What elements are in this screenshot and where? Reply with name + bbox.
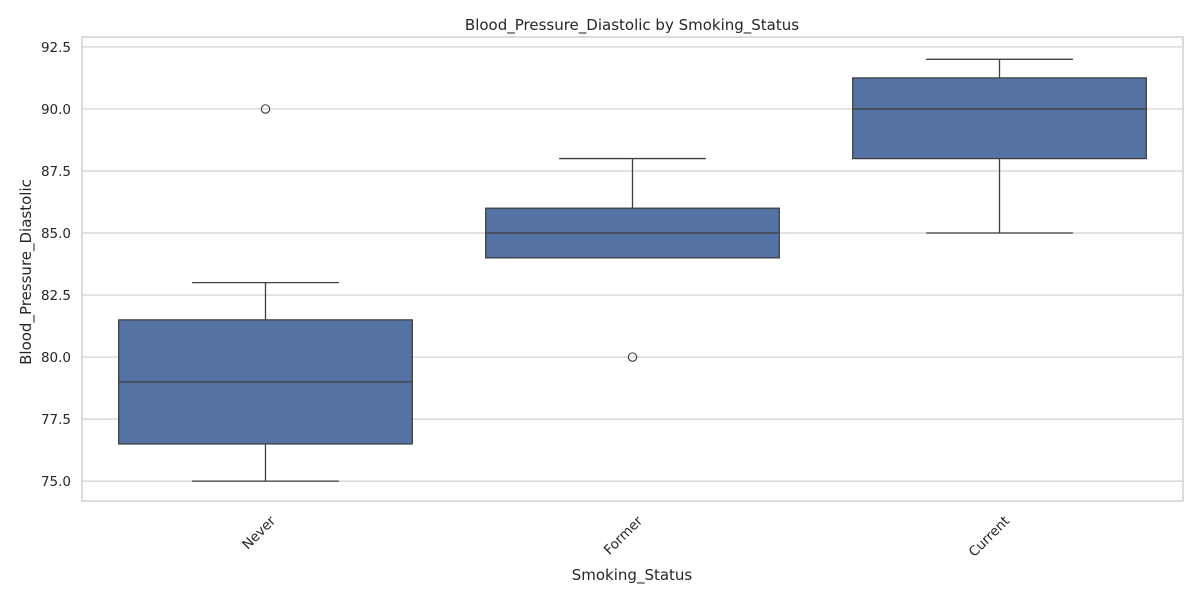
chart-title: Blood_Pressure_Diastolic by Smoking_Stat…	[465, 16, 799, 35]
x-tick-labels: Never Former Current	[239, 513, 1013, 560]
y-tick-label: 75.0	[41, 474, 71, 490]
y-tick-label: 77.5	[41, 412, 71, 428]
y-tick-label: 87.5	[41, 164, 71, 180]
outlier-point	[260, 104, 271, 114]
y-tick-label: 85.0	[41, 226, 71, 242]
x-axis-label: Smoking_Status	[572, 566, 693, 585]
y-tick-labels: 75.0 77.5 80.0 82.5 85.0 87.5 90.0 92.5	[41, 40, 71, 490]
outlier-point	[627, 352, 638, 362]
y-axis-label: Blood_Pressure_Diastolic	[17, 179, 36, 365]
box-group-current	[852, 58, 1147, 234]
y-tick-label: 80.0	[41, 350, 71, 366]
x-tick-label-never: Never	[239, 513, 279, 553]
x-tick-label-current: Current	[966, 513, 1013, 560]
y-tick-label: 90.0	[41, 102, 71, 118]
box-layer	[118, 58, 1147, 482]
y-tick-label: 92.5	[41, 40, 71, 56]
x-tick-label-former: Former	[601, 513, 646, 558]
box-group-never	[118, 104, 413, 482]
box-group-former	[485, 157, 780, 362]
plot-frame	[81, 36, 1184, 502]
iqr-box	[852, 77, 1147, 160]
y-tick-label: 82.5	[41, 288, 71, 304]
